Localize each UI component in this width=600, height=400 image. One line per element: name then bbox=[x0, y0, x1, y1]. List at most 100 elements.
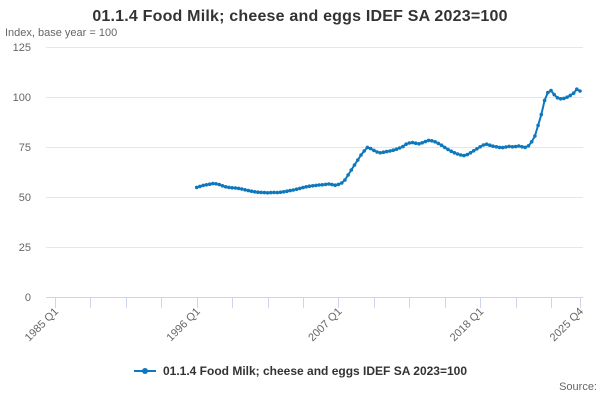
data-point-marker[interactable] bbox=[571, 91, 576, 95]
data-point-marker[interactable] bbox=[497, 145, 502, 150]
data-point-marker[interactable] bbox=[462, 153, 466, 158]
data-point-marker[interactable] bbox=[220, 184, 225, 188]
data-point-marker[interactable] bbox=[381, 150, 386, 154]
data-point-marker[interactable] bbox=[227, 185, 231, 190]
data-point-marker[interactable] bbox=[481, 143, 486, 147]
data-point-marker[interactable] bbox=[243, 188, 247, 192]
data-point-marker[interactable] bbox=[339, 181, 344, 185]
data-point-marker[interactable] bbox=[327, 182, 331, 186]
data-point-marker[interactable] bbox=[500, 145, 505, 150]
data-point-marker[interactable] bbox=[375, 150, 379, 154]
data-point-marker[interactable] bbox=[471, 149, 476, 153]
data-point-marker[interactable] bbox=[240, 187, 244, 191]
data-point-marker[interactable] bbox=[578, 89, 582, 93]
data-point-marker[interactable] bbox=[468, 151, 473, 155]
data-point-marker[interactable] bbox=[262, 190, 267, 195]
data-point-marker[interactable] bbox=[352, 163, 357, 167]
data-point-marker[interactable] bbox=[484, 142, 489, 146]
data-point-marker[interactable] bbox=[359, 153, 363, 157]
data-point-marker[interactable] bbox=[207, 182, 212, 186]
data-point-marker[interactable] bbox=[301, 185, 305, 190]
data-point-marker[interactable] bbox=[575, 87, 579, 91]
data-point-marker[interactable] bbox=[526, 144, 531, 148]
data-point-marker[interactable] bbox=[520, 145, 524, 149]
data-point-marker[interactable] bbox=[256, 190, 260, 194]
data-point-marker[interactable] bbox=[346, 173, 350, 177]
data-point-marker[interactable] bbox=[320, 183, 325, 187]
data-point-marker[interactable] bbox=[536, 123, 540, 128]
data-point-marker[interactable] bbox=[362, 149, 367, 153]
series-milk-cheese-eggs[interactable] bbox=[194, 87, 582, 195]
data-point-marker[interactable] bbox=[401, 144, 405, 149]
data-point-marker[interactable] bbox=[269, 190, 273, 195]
data-point-marker[interactable] bbox=[294, 187, 299, 191]
data-point-marker[interactable] bbox=[426, 138, 431, 143]
data-point-marker[interactable] bbox=[265, 191, 270, 195]
data-point-marker[interactable] bbox=[539, 112, 544, 117]
data-point-marker[interactable] bbox=[236, 186, 241, 191]
data-point-marker[interactable] bbox=[439, 143, 444, 147]
data-point-marker[interactable] bbox=[356, 158, 360, 162]
data-point-marker[interactable] bbox=[233, 186, 238, 190]
data-point-marker[interactable] bbox=[323, 182, 328, 187]
data-point-marker[interactable] bbox=[517, 144, 521, 148]
data-point-marker[interactable] bbox=[494, 145, 499, 149]
data-point-marker[interactable] bbox=[343, 178, 347, 182]
data-point-marker[interactable] bbox=[436, 141, 441, 146]
data-point-marker[interactable] bbox=[310, 184, 315, 188]
data-point-marker[interactable] bbox=[194, 185, 199, 190]
data-point-marker[interactable] bbox=[230, 186, 234, 190]
data-point-marker[interactable] bbox=[336, 182, 341, 187]
data-point-marker[interactable] bbox=[372, 148, 376, 153]
data-point-marker[interactable] bbox=[452, 151, 457, 155]
data-point-marker[interactable] bbox=[223, 185, 228, 189]
data-point-marker[interactable] bbox=[488, 143, 492, 147]
data-point-marker[interactable] bbox=[317, 183, 321, 187]
data-point-marker[interactable] bbox=[281, 190, 286, 194]
data-point-marker[interactable] bbox=[475, 147, 479, 151]
data-point-marker[interactable] bbox=[504, 145, 508, 149]
data-point-marker[interactable] bbox=[407, 141, 412, 145]
legend-item-label[interactable]: 01.1.4 Food Milk; cheese and eggs IDEF S… bbox=[162, 364, 467, 378]
data-point-marker[interactable] bbox=[397, 146, 402, 150]
data-point-marker[interactable] bbox=[510, 145, 515, 149]
data-point-marker[interactable] bbox=[252, 190, 257, 194]
data-point-marker[interactable] bbox=[368, 146, 373, 151]
legend[interactable]: 01.1.4 Food Milk; cheese and eggs IDEF S… bbox=[0, 364, 600, 378]
data-point-marker[interactable] bbox=[217, 182, 222, 187]
data-point-marker[interactable] bbox=[552, 92, 556, 97]
data-point-marker[interactable] bbox=[278, 190, 283, 194]
data-point-marker[interactable] bbox=[455, 152, 460, 156]
data-point-marker[interactable] bbox=[523, 145, 527, 150]
data-point-marker[interactable] bbox=[214, 182, 218, 186]
data-point-marker[interactable] bbox=[491, 144, 495, 148]
data-point-marker[interactable] bbox=[259, 190, 263, 195]
data-point-marker[interactable] bbox=[365, 145, 370, 150]
data-point-marker[interactable] bbox=[246, 188, 251, 193]
data-point-marker[interactable] bbox=[410, 140, 415, 145]
data-point-marker[interactable] bbox=[211, 181, 215, 186]
data-point-marker[interactable] bbox=[446, 147, 450, 152]
data-point-marker[interactable] bbox=[249, 189, 254, 193]
series-line[interactable] bbox=[195, 88, 581, 194]
data-point-marker[interactable] bbox=[298, 186, 302, 191]
data-point-marker[interactable] bbox=[465, 152, 470, 157]
data-point-marker[interactable] bbox=[549, 88, 553, 93]
data-point-marker[interactable] bbox=[275, 190, 280, 195]
data-point-marker[interactable] bbox=[568, 93, 573, 98]
data-point-marker[interactable] bbox=[442, 145, 447, 150]
data-point-marker[interactable] bbox=[304, 185, 309, 189]
data-point-marker[interactable] bbox=[349, 168, 354, 172]
data-point-marker[interactable] bbox=[291, 188, 296, 192]
data-point-marker[interactable] bbox=[459, 153, 463, 157]
data-point-marker[interactable] bbox=[417, 142, 421, 146]
data-point-marker[interactable] bbox=[391, 148, 396, 152]
data-point-marker[interactable] bbox=[384, 149, 389, 154]
data-point-marker[interactable] bbox=[272, 190, 276, 195]
data-point-marker[interactable] bbox=[413, 141, 418, 145]
data-point-marker[interactable] bbox=[201, 183, 205, 188]
data-point-marker[interactable] bbox=[388, 149, 392, 153]
data-point-marker[interactable] bbox=[285, 189, 289, 193]
data-point-marker[interactable] bbox=[542, 98, 547, 103]
data-point-marker[interactable] bbox=[558, 97, 563, 101]
